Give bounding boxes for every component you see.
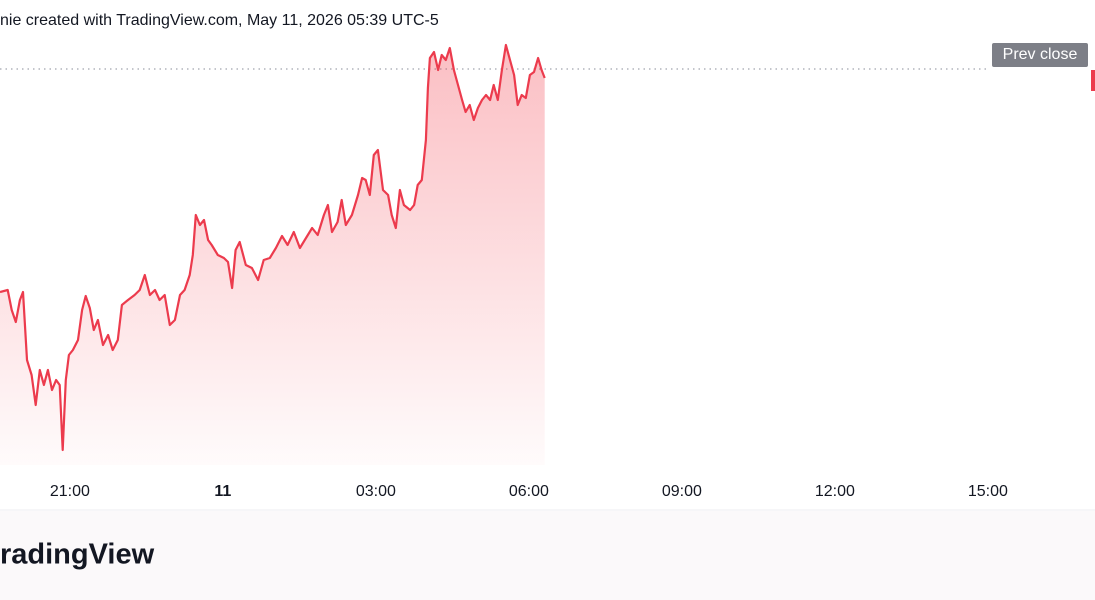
x-tick-label: 06:00 <box>509 483 549 500</box>
footer-bar <box>0 511 1095 600</box>
prev-close-badge <box>992 43 1088 67</box>
header-bar <box>0 0 1095 40</box>
x-tick-label: 12:00 <box>815 483 855 500</box>
x-tick-label: 09:00 <box>662 483 702 500</box>
plot: Prev close 21:00 11 03:00 06:00 09:00 12:00 15:… <box>0 43 1095 500</box>
x-tick-label: 15:00 <box>968 483 1008 500</box>
x-tick-label: 21:00 <box>50 483 90 500</box>
logo: radingView <box>0 539 155 571</box>
price-marker <box>1091 70 1095 91</box>
header-text: nie created with TradingView.com, May 11… <box>0 12 439 29</box>
price-line <box>0 43 546 452</box>
prev-close-label: Prev close <box>1003 46 1078 63</box>
x-tick-label: 03:00 <box>356 483 396 500</box>
x-tick-label: 11 <box>214 483 231 500</box>
